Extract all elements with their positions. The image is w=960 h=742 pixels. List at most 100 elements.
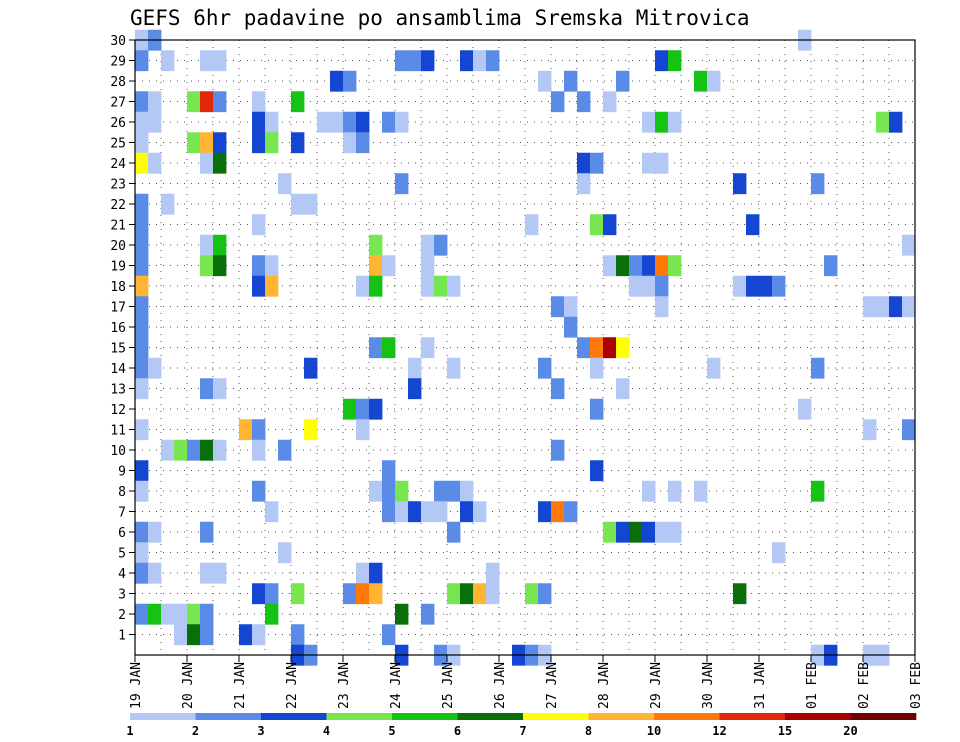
heatmap-cell [213,50,227,72]
heatmap-cell [265,501,279,523]
heatmap-cell [564,296,578,318]
heatmap-cell [265,255,279,277]
heatmap-cell [382,501,396,523]
heatmap-cell [590,152,604,174]
heatmap-cell [343,583,357,605]
colorbar-label: 6 [454,724,461,738]
heatmap-cell [421,255,435,277]
colorbar-swatch [392,713,458,720]
heatmap-cell [135,521,149,543]
y-tick-label: 5 [118,547,126,562]
colorbar-label: 3 [257,724,264,738]
heatmap-cell [213,562,227,584]
x-tick-label: 26 JAN [493,662,508,709]
heatmap-cell [291,91,305,113]
heatmap-cell [135,50,149,72]
heatmap-cell [187,439,201,461]
heatmap-cell [382,255,396,277]
heatmap-cell [135,562,149,584]
heatmap-cells [135,29,916,666]
heatmap-cell [356,419,370,441]
y-axis: 1234567891011121314151617181920212223242… [110,34,135,644]
colorbar-swatch [785,713,851,720]
heatmap-cell [616,378,630,400]
heatmap-cell [148,152,162,174]
heatmap-cell [369,337,383,359]
heatmap-cell [252,275,266,297]
heatmap-cell [135,357,149,379]
heatmap-cell [200,603,214,625]
heatmap-cell [395,173,409,195]
heatmap-cell [200,521,214,543]
heatmap-cell [642,275,656,297]
y-tick-label: 14 [110,362,126,377]
heatmap-cell [252,91,266,113]
heatmap-cell [460,480,474,502]
heatmap-cell [577,337,591,359]
heatmap-cell [382,480,396,502]
heatmap-cell [551,378,565,400]
heatmap-cell [629,255,643,277]
heatmap-cell [174,624,188,646]
heatmap-cell [590,398,604,420]
heatmap-cell [213,91,227,113]
y-tick-label: 21 [110,219,126,234]
heatmap-cell [135,234,149,256]
heatmap-cell [655,521,669,543]
heatmap-cell [863,419,877,441]
heatmap-cell [161,439,175,461]
heatmap-cell [148,111,162,133]
x-tick-label: 25 JAN [441,662,456,709]
heatmap-cell [135,91,149,113]
heatmap-cell [772,542,786,564]
heatmap-cell [200,624,214,646]
heatmap-cell [252,480,266,502]
heatmap-cell [135,419,149,441]
heatmap-cell [733,583,747,605]
heatmap-cell [811,173,825,195]
heatmap-cell [369,234,383,256]
heatmap-cell [642,152,656,174]
heatmap-cell [642,521,656,543]
heatmap-cell [187,91,201,113]
heatmap-cell [408,501,422,523]
heatmap-cell [356,583,370,605]
heatmap-cell [252,583,266,605]
heatmap-cell [369,255,383,277]
y-tick-label: 18 [110,280,126,295]
heatmap-cell [187,132,201,154]
y-tick-label: 28 [110,75,126,90]
heatmap-cell [200,91,214,113]
heatmap-cell [356,275,370,297]
colorbar-swatch [195,713,262,720]
heatmap-cell [343,70,357,92]
colorbar-label: 2 [192,724,199,738]
heatmap-cell [642,255,656,277]
x-tick-label: 31 JAN [753,662,768,709]
heatmap-cell [733,173,747,195]
heatmap-cell [265,275,279,297]
heatmap-cell [135,603,149,625]
heatmap-cell [356,132,370,154]
heatmap-cell [408,378,422,400]
heatmap-cell [902,234,916,256]
heatmap-cell [148,521,162,543]
heatmap-cell [200,439,214,461]
heatmap-cell [135,132,149,154]
heatmap-cell [174,603,188,625]
y-tick-label: 19 [110,260,126,275]
heatmap-cell [863,296,877,318]
heatmap-cell [668,111,682,133]
heatmap-cell [239,624,253,646]
heatmap-cell [447,583,461,605]
heatmap-cell [200,562,214,584]
heatmap-cell [187,603,201,625]
colorbar-swatch [719,713,786,720]
y-tick-label: 12 [110,403,126,418]
heatmap-cell [395,50,409,72]
colorbar-swatch [326,713,393,720]
y-tick-label: 3 [118,588,126,603]
heatmap-cell [564,70,578,92]
heatmap-cell [655,50,669,72]
